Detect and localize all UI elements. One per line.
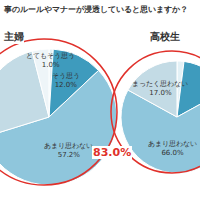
svg-text:まったく思わない17.0%: まったく思わない17.0% <box>132 80 188 97</box>
svg-text:とてもそう思う1.0%: とてもそう思う1.0% <box>26 52 75 69</box>
svg-text:そう思う12.0%: そう思う12.0% <box>52 72 80 89</box>
svg-text:あまり思わない57.2%: あまり思わない57.2% <box>44 142 93 159</box>
html-text:83.0%: 83.0% <box>93 146 132 159</box>
html-text:事のルールやマナーが浸透していると思いますか？: 事のルールやマナーが浸透していると思いますか？ <box>4 5 188 14</box>
html-text:主婦: 主婦 <box>4 31 24 42</box>
svg-text:あまり思わない66.0%: あまり思わない66.0% <box>148 140 192 157</box>
html-text:高校生: 高校生 <box>150 31 180 42</box>
